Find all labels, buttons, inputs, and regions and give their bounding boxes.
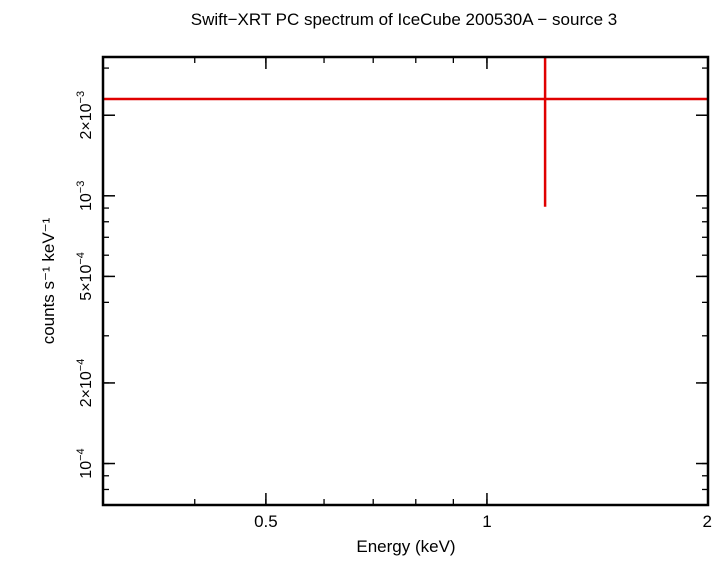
chart-title: Swift−XRT PC spectrum of IceCube 200530A…	[191, 10, 618, 29]
x-tick-label: 2	[703, 512, 712, 531]
y-axis-label: counts s⁻¹ keV⁻¹	[39, 217, 58, 344]
x-tick-label: 0.5	[254, 512, 278, 531]
y-tick-label: 2×10−3	[75, 91, 95, 140]
plot-area	[103, 57, 708, 207]
y-tick-label: 10−3	[75, 181, 95, 211]
y-tick-label: 2×10−4	[75, 359, 95, 408]
y-tick-label: 5×10−4	[75, 252, 95, 301]
x-axis-label: Energy (keV)	[356, 537, 455, 556]
x-tick-label: 1	[482, 512, 491, 531]
axis-ticks: 0.5 1 2 10−4 2×10−4 5×10−4 10−3 2×10−3	[75, 57, 712, 531]
y-tick-label: 10−4	[75, 448, 95, 478]
plot-frame	[101, 55, 710, 507]
